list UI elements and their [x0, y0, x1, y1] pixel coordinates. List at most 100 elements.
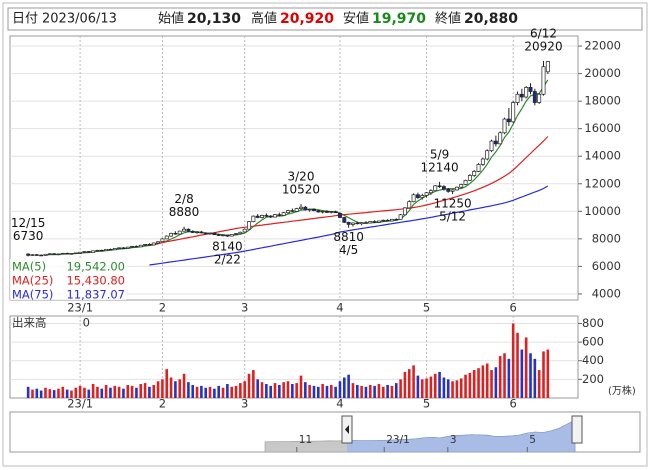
candle-body [130, 245, 135, 248]
legend-name: MA(75) [12, 288, 53, 302]
volume-bar [503, 353, 506, 398]
annotation-value: 8810 [333, 230, 364, 244]
volume-bar [256, 379, 259, 398]
candle-body [502, 118, 507, 134]
candle-body [229, 234, 234, 237]
x-tick-label: 23/1 [67, 301, 93, 315]
volume-bar [126, 384, 130, 398]
volume-bar [143, 383, 147, 398]
volume-bar [208, 386, 212, 398]
candle-body [221, 234, 225, 237]
candle-body [476, 164, 481, 172]
volume-bar [520, 349, 524, 398]
candle-body [433, 185, 438, 192]
volume-bar [317, 386, 320, 398]
volume-bar [152, 384, 156, 398]
volume-bar [252, 370, 255, 398]
volume-bar [139, 384, 143, 398]
high-value: 20,920 [280, 11, 334, 27]
volume-bar [420, 379, 424, 398]
candle-body [190, 230, 195, 233]
volume-bar [130, 385, 134, 398]
candle-body [182, 228, 187, 232]
candle-body [437, 185, 442, 187]
candle-body [199, 231, 204, 234]
volume-bar [226, 384, 229, 398]
volume-bar [165, 369, 169, 398]
candle-body [169, 232, 174, 237]
close-label: 終値 [435, 11, 461, 27]
candle-body [385, 219, 390, 222]
volume-bar [524, 337, 528, 398]
x-tick-label: 5 [423, 397, 430, 411]
candle-body [351, 222, 355, 225]
volume-bar [195, 386, 199, 398]
volume-bar [265, 384, 268, 398]
volume-bar [364, 386, 368, 398]
candle-body [454, 186, 459, 191]
candle-body [117, 247, 122, 249]
volume-bar [96, 386, 99, 398]
candle-body [511, 102, 516, 123]
volume-bar [446, 379, 450, 398]
annotation-date: 2/8 [174, 192, 193, 206]
candle-body [104, 248, 109, 252]
open-label: 始値 [158, 11, 184, 27]
annotation-date: 5/12 [439, 210, 466, 224]
volume-bar [481, 365, 485, 398]
volume-bar [135, 387, 138, 398]
candle-body [34, 254, 39, 256]
annotation-value: 11250 [433, 197, 471, 211]
volume-bar [490, 370, 493, 398]
volume-bar [529, 353, 532, 398]
x-tick-label: 6 [510, 301, 517, 315]
volume-bar [433, 373, 437, 398]
volume-bar [113, 385, 117, 398]
x-tick-label: 3 [241, 301, 248, 315]
volume-bar [48, 389, 52, 398]
annotation-date: 4/5 [339, 243, 358, 257]
volume-bar [451, 381, 454, 398]
x-tick-label: 6 [510, 397, 517, 411]
navigator-label: 3 [450, 434, 457, 446]
volume-bar [368, 384, 372, 398]
candle-body [489, 140, 494, 152]
volume-bar [169, 377, 173, 398]
candle-body [95, 249, 100, 252]
candle-body [294, 208, 299, 212]
annotation-date: 6/12 [530, 26, 557, 40]
candle-body [368, 221, 373, 224]
candle-body [446, 188, 451, 192]
candle-body [134, 245, 139, 248]
candle-body [156, 241, 161, 244]
volume-bar [161, 379, 164, 398]
volume-bar [291, 384, 294, 398]
candle-body [338, 213, 342, 218]
volume-bar [477, 368, 480, 398]
candle-body [138, 244, 143, 248]
annotation-date: 2/22 [214, 252, 241, 266]
volume-bar [464, 374, 467, 398]
candle-body [86, 251, 91, 253]
volume-bar [31, 389, 34, 398]
volume-bar [100, 388, 104, 398]
volume-bar [542, 351, 545, 398]
candle-body [411, 194, 416, 203]
candle-body [346, 221, 351, 225]
volume-bar [537, 370, 541, 398]
y-tick-label: 22000 [584, 39, 621, 53]
volume-bar [178, 379, 182, 398]
navigator-handle[interactable] [571, 415, 583, 444]
legend-name: MA(5) [12, 260, 46, 274]
volume-bar [78, 385, 82, 398]
candle-body [147, 244, 152, 246]
volume-bar [221, 387, 225, 398]
volume-bar [57, 388, 60, 398]
candle-body [493, 140, 498, 145]
candle-body [268, 215, 273, 218]
volume-bar [70, 390, 73, 398]
volume-bar [533, 358, 537, 398]
candle-body [398, 214, 403, 220]
candle-body [208, 232, 212, 235]
volume-bar [74, 387, 78, 398]
